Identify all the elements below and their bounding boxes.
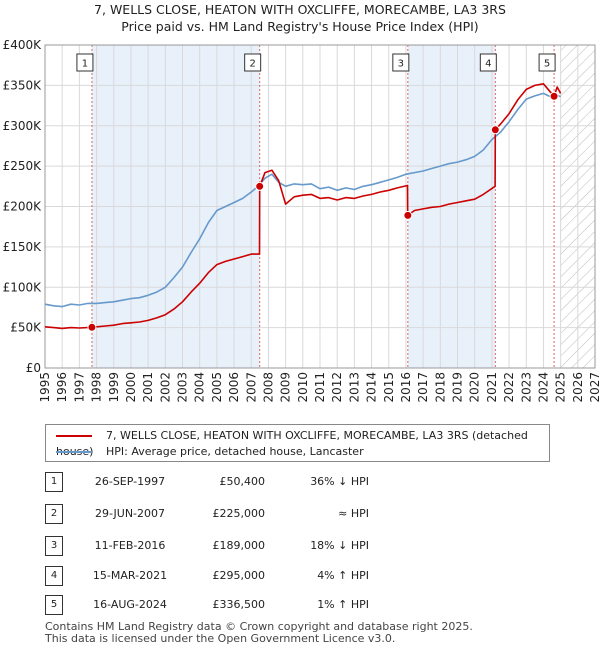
x-tick-label: 2011 xyxy=(313,372,327,403)
row-price: £336,500 xyxy=(212,598,266,611)
price-chart: 7, WELLS CLOSE, HEATON WITH OXCLIFFE, MO… xyxy=(3,2,600,403)
y-tick-label: £300K xyxy=(3,119,43,133)
x-tick-label: 2025 xyxy=(554,372,568,403)
x-tick-label: 2001 xyxy=(141,372,155,403)
row-number: 2 xyxy=(45,504,63,524)
row-date: 11-FEB-2016 xyxy=(94,539,166,552)
legend-item-hpi: HPI: Average price, detached house, Lanc… xyxy=(56,444,364,460)
x-tick-label: 2008 xyxy=(261,372,275,403)
x-tick-label: 2006 xyxy=(227,372,241,403)
sale-label-box xyxy=(538,53,556,72)
x-tick-label: 2021 xyxy=(485,372,499,403)
y-tick-label: £250K xyxy=(3,159,43,173)
row-hpi: 18% ↓ HPI xyxy=(310,539,369,552)
sale-label-number: 4 xyxy=(485,59,491,70)
x-tick-label: 2016 xyxy=(399,372,413,403)
x-tick-label: 2007 xyxy=(244,372,258,403)
chart-title: 7, WELLS CLOSE, HEATON WITH OXCLIFFE, MO… xyxy=(94,2,506,17)
row-price: £295,000 xyxy=(212,569,266,582)
table-row: 5 16-AUG-2024 £336,500 1% ↑ HPI xyxy=(45,595,445,615)
x-tick-label: 2018 xyxy=(433,372,447,403)
x-tick-label: 2024 xyxy=(536,372,550,403)
x-tick-label: 2019 xyxy=(451,372,465,403)
x-tick-label: 2017 xyxy=(416,372,430,403)
x-tick-label: 2023 xyxy=(519,372,533,403)
y-tick-label: £50K xyxy=(10,321,42,335)
row-hpi: 1% ↑ HPI xyxy=(317,598,369,611)
row-date: 29-JUN-2007 xyxy=(94,507,166,520)
property-series-line xyxy=(44,83,562,330)
sale-point xyxy=(403,210,413,220)
legend-label-hpi: HPI: Average price, detached house, Lanc… xyxy=(106,445,364,458)
sale-point xyxy=(255,181,265,191)
plot-frame xyxy=(44,44,596,369)
chart-legend: 7, WELLS CLOSE, HEATON WITH OXCLIFFE, MO… xyxy=(45,424,550,462)
row-number: 1 xyxy=(45,472,63,492)
sale-point xyxy=(490,125,500,135)
x-tick-label: 1995 xyxy=(38,372,52,403)
table-row: 1 26-SEP-1997 £50,400 36% ↓ HPI xyxy=(45,472,445,492)
x-tick-label: 2004 xyxy=(193,372,207,403)
legend-swatch-hpi xyxy=(56,451,92,453)
row-date: 16-AUG-2024 xyxy=(93,598,167,611)
row-price: £189,000 xyxy=(212,539,266,552)
sale-label-box xyxy=(392,53,410,72)
row-date: 26-SEP-1997 xyxy=(94,475,166,488)
legend-swatch-property xyxy=(56,435,92,437)
y-tick-label: £400K xyxy=(3,38,43,52)
x-tick-label: 2015 xyxy=(382,372,396,403)
attribution-line-1: Contains HM Land Registry data © Crown c… xyxy=(45,620,473,633)
row-number: 3 xyxy=(45,536,63,556)
sale-label-number: 2 xyxy=(249,59,255,70)
x-tick-label: 2012 xyxy=(330,372,344,403)
row-hpi: ≈ HPI xyxy=(338,507,369,520)
x-tick-label: 2009 xyxy=(279,372,293,403)
row-number: 4 xyxy=(45,566,63,586)
x-tick-label: 2002 xyxy=(158,372,172,403)
x-tick-label: 1999 xyxy=(107,372,121,403)
sale-point xyxy=(549,91,559,101)
x-tick-label: 2003 xyxy=(176,372,190,403)
row-hpi: 36% ↓ HPI xyxy=(310,475,369,488)
x-tick-label: 2000 xyxy=(124,372,138,403)
sale-label-number: 5 xyxy=(544,59,550,70)
y-tick-label: £150K xyxy=(3,240,43,254)
row-date: 15-MAR-2021 xyxy=(92,569,168,582)
y-tick-label: £200K xyxy=(3,200,43,214)
chart-subtitle: Price paid vs. HM Land Registry's House … xyxy=(121,19,478,34)
legend-item-property: 7, WELLS CLOSE, HEATON WITH OXCLIFFE, MO… xyxy=(56,428,549,458)
x-tick-label: 2005 xyxy=(210,372,224,403)
row-number: 5 xyxy=(45,595,63,615)
x-tick-label: 2026 xyxy=(571,372,585,403)
row-price: £50,400 xyxy=(219,475,266,488)
hpi-series-line xyxy=(44,92,561,308)
sale-label-number: 1 xyxy=(82,59,88,70)
sale-label-box xyxy=(76,53,94,72)
x-tick-label: 1998 xyxy=(90,372,104,403)
sale-label-box xyxy=(244,53,262,72)
y-tick-label: £100K xyxy=(3,280,43,294)
x-tick-label: 2013 xyxy=(347,372,361,403)
table-row: 4 15-MAR-2021 £295,000 4% ↑ HPI xyxy=(45,566,445,586)
table-row: 3 11-FEB-2016 £189,000 18% ↓ HPI xyxy=(45,536,445,556)
x-tick-label: 2022 xyxy=(502,372,516,403)
x-tick-label: 1996 xyxy=(55,372,69,403)
table-row: 2 29-JUN-2007 £225,000 ≈ HPI xyxy=(45,504,445,524)
attribution-line-2: This data is licensed under the Open Gov… xyxy=(45,632,396,645)
row-price: £225,000 xyxy=(212,507,266,520)
sale-point xyxy=(87,322,97,332)
sale-label-box xyxy=(479,53,497,72)
x-tick-label: 2020 xyxy=(468,372,482,403)
attribution: Contains HM Land Registry data © Crown c… xyxy=(45,621,473,645)
x-tick-label: 1997 xyxy=(72,372,86,403)
y-tick-label: £350K xyxy=(3,78,43,92)
x-tick-label: 2010 xyxy=(296,372,310,403)
y-tick-label: £0 xyxy=(26,361,41,375)
x-tick-label: 2027 xyxy=(588,372,600,403)
sale-label-number: 3 xyxy=(398,59,404,70)
x-tick-label: 2014 xyxy=(365,372,379,403)
row-hpi: 4% ↑ HPI xyxy=(317,569,369,582)
